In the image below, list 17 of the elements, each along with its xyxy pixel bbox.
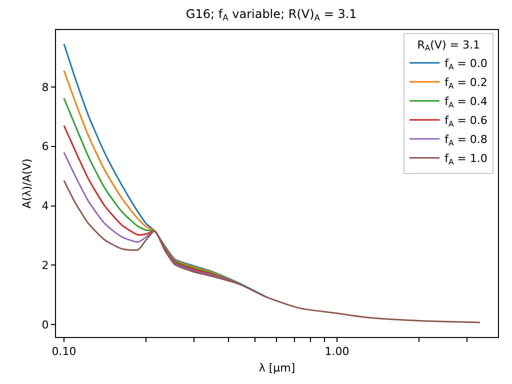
y-axis-title: A(λ)/A(V): [20, 158, 34, 208]
legend-label: f$_{A}$ = 1.0: [444, 152, 488, 166]
y-tick-label: 6: [42, 140, 49, 154]
legend-label: f$_{A}$ = 0.6: [444, 114, 488, 128]
y-tick-label: 2: [42, 259, 49, 272]
legend-label: f$_{A}$ = 0.2: [444, 76, 488, 90]
y-tick-label: 8: [42, 80, 49, 94]
legend-label: f$_{A}$ = 0.0: [444, 57, 488, 72]
legend-label: f$_{A}$ = 0.4: [444, 95, 488, 110]
legend-label: f$_{A}$ = 0.8: [444, 133, 488, 148]
y-tick-label: 0: [42, 318, 49, 332]
x-tick-label: 1.00: [324, 345, 350, 358]
legend-title: R$_{A}$(V) = 3.1: [417, 38, 480, 53]
x-axis-title: λ [μm]: [258, 361, 296, 374]
chart-title: G16; f$_{A}$ variable; R(V)$_{A}$ = 3.1: [186, 7, 357, 23]
y-tick-label: 4: [42, 200, 49, 213]
x-tick-label: 0.10: [52, 345, 76, 358]
